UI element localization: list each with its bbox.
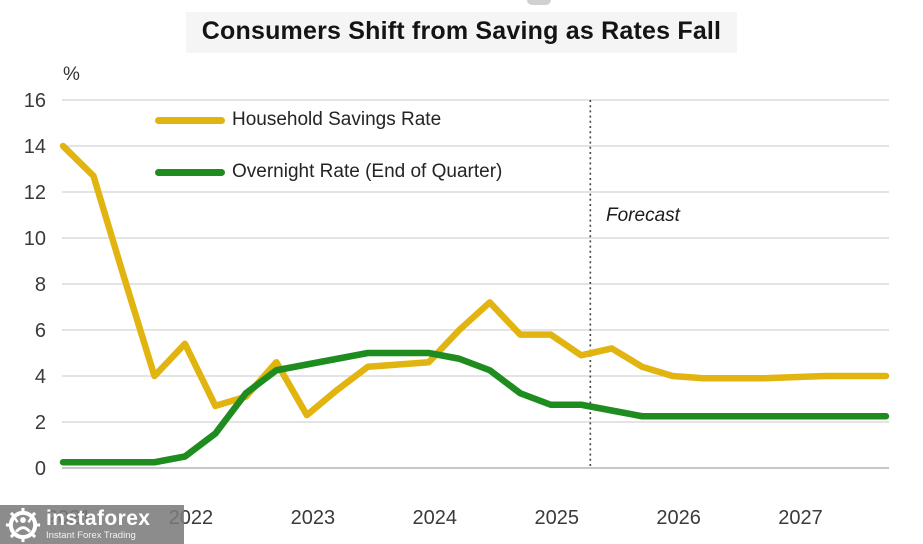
y-tick-label: 16 [24,90,46,112]
x-tick-label: 2024 [413,507,458,529]
legend-label: Household Savings Rate [232,109,442,130]
y-tick-label: 2 [35,412,46,434]
y-tick-label: 10 [24,228,46,250]
overnight-rate-line [59,349,890,466]
instaforex-gear-logo-icon [5,507,41,542]
y-tick-label: 14 [24,136,46,158]
y-axis-unit-label: % [63,64,80,85]
x-tick-label: 2023 [291,507,336,529]
watermark: instaforex Instant Forex Trading [0,505,184,544]
watermark-tagline: Instant Forex Trading [46,530,136,542]
x-tick-label: 2027 [778,507,823,529]
x-tick-label: 2026 [656,507,701,529]
y-tick-label: 12 [24,182,46,204]
overnight-line-swatch-icon [155,168,225,176]
y-tick-label: 4 [35,366,46,388]
savings-line-swatch-icon [155,116,225,124]
watermark-brand: instaforex [46,507,151,531]
y-tick-label: 0 [35,458,46,480]
x-tick-label: 2025 [534,507,579,529]
legend-item-overnight-rate: Overnight Rate (End of Quarter) [155,160,502,184]
y-tick-label: 8 [35,274,46,296]
watermark-text: instaforex Instant Forex Trading [46,508,150,541]
chart-title: Consumers Shift from Saving as Rates Fal… [185,12,738,53]
title-band: Consumers Shift from Saving as Rates Fal… [0,12,923,53]
forecast-annotation: Forecast [606,205,680,226]
cropped-text-fragment [527,0,551,5]
legend-label: Overnight Rate (End of Quarter) [232,161,503,182]
legend-item-household-savings: Household Savings Rate [155,108,441,132]
y-tick-label: 6 [35,320,46,342]
household-savings-rate-line [59,142,890,419]
